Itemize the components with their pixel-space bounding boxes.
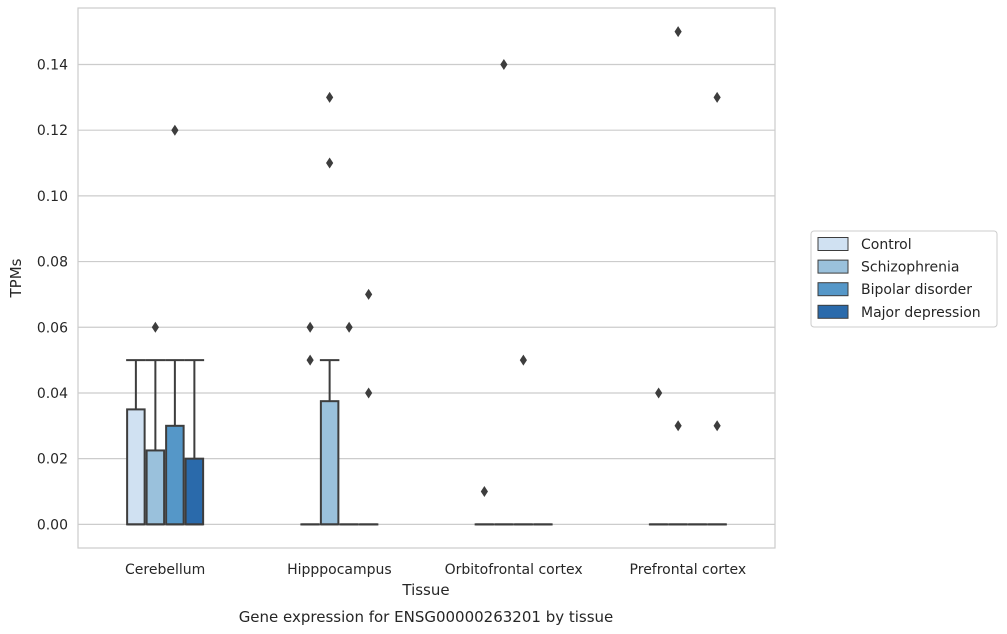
chart-caption: Gene expression for ENSG00000263201 by t… bbox=[239, 608, 614, 626]
box-group bbox=[707, 91, 727, 526]
x-tick-label: Orbitofrontal cortex bbox=[445, 562, 583, 578]
outlier-point bbox=[326, 157, 334, 169]
box-series bbox=[126, 26, 727, 526]
box-group bbox=[358, 288, 379, 526]
outlier-point bbox=[655, 387, 663, 399]
legend: Control Schizophrenia Bipolar disorder Majo… bbox=[810, 230, 998, 328]
box bbox=[126, 408, 146, 526]
x-axis-label: Tissue bbox=[401, 581, 449, 599]
legend-label: Major depression bbox=[861, 305, 981, 321]
outlier-point bbox=[500, 58, 508, 70]
y-tick-label: 0.10 bbox=[37, 189, 68, 205]
legend-label: Control bbox=[861, 237, 912, 253]
box bbox=[184, 457, 205, 526]
outlier-point bbox=[713, 91, 721, 103]
x-tick-label: Hipppocampus bbox=[287, 562, 392, 578]
y-tick-label: 0.06 bbox=[37, 320, 68, 336]
y-tick-label: 0.02 bbox=[37, 452, 68, 468]
box-group bbox=[300, 321, 320, 526]
box-group bbox=[126, 359, 146, 526]
box bbox=[145, 449, 166, 526]
outlier-point bbox=[306, 321, 314, 333]
box-group bbox=[145, 321, 166, 526]
y-axis-label: TPMs bbox=[7, 258, 25, 298]
legend-swatch bbox=[817, 304, 849, 319]
box-group bbox=[513, 354, 534, 526]
legend-swatch bbox=[817, 259, 849, 274]
y-tick-label: 0.14 bbox=[37, 57, 68, 73]
box-group bbox=[339, 321, 359, 526]
box-group bbox=[668, 26, 688, 526]
y-tick-label: 0.00 bbox=[37, 517, 68, 533]
outlier-point bbox=[713, 420, 721, 432]
x-tick-label: Cerebellum bbox=[125, 562, 205, 578]
box-group bbox=[648, 387, 669, 526]
outlier-point bbox=[306, 354, 314, 366]
legend-frame bbox=[810, 230, 998, 328]
legend-label: Bipolar disorder bbox=[861, 282, 972, 298]
outlier-point bbox=[345, 321, 353, 333]
outlier-point bbox=[674, 26, 682, 38]
box-group bbox=[165, 124, 185, 526]
box-group bbox=[184, 359, 205, 526]
box-group bbox=[319, 91, 340, 526]
y-tick-label: 0.04 bbox=[37, 386, 68, 402]
box bbox=[319, 400, 340, 526]
outlier-point bbox=[365, 288, 373, 300]
outlier-point bbox=[674, 420, 682, 432]
legend-swatch bbox=[817, 237, 849, 251]
outlier-point bbox=[480, 486, 488, 498]
box-group bbox=[474, 486, 495, 526]
outlier-point bbox=[365, 387, 373, 399]
x-tick-labels: Cerebellum Hipppocampus Orbitofrontal cort… bbox=[125, 562, 746, 578]
box-group bbox=[494, 58, 514, 526]
legend-swatch bbox=[817, 282, 849, 297]
outlier-point bbox=[519, 354, 527, 366]
y-tick-labels: 0.00 0.02 0.04 0.06 0.08 0.10 0.12 0.14 bbox=[37, 57, 68, 533]
box bbox=[165, 424, 185, 526]
outlier-point bbox=[326, 91, 334, 103]
y-tick-label: 0.12 bbox=[37, 123, 68, 139]
y-tick-label: 0.08 bbox=[37, 255, 68, 271]
plot-area bbox=[77, 7, 776, 549]
outlier-point bbox=[171, 124, 179, 136]
outlier-point bbox=[151, 321, 159, 333]
x-tick-label: Prefrontal cortex bbox=[630, 562, 747, 578]
legend-label: Schizophrenia bbox=[861, 260, 959, 276]
